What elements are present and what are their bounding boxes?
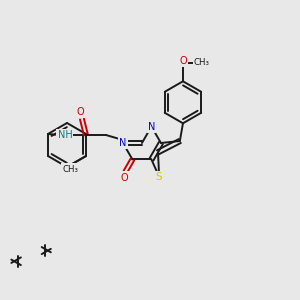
Text: S: S [156, 172, 163, 182]
Text: NH: NH [58, 130, 72, 140]
Text: N: N [148, 122, 155, 131]
Text: CH₃: CH₃ [62, 164, 78, 173]
Text: O: O [179, 56, 187, 66]
Text: O: O [121, 172, 128, 183]
Text: CH₃: CH₃ [194, 58, 210, 67]
Text: O: O [76, 107, 84, 117]
Text: N: N [119, 138, 127, 148]
Text: N: N [119, 138, 127, 148]
